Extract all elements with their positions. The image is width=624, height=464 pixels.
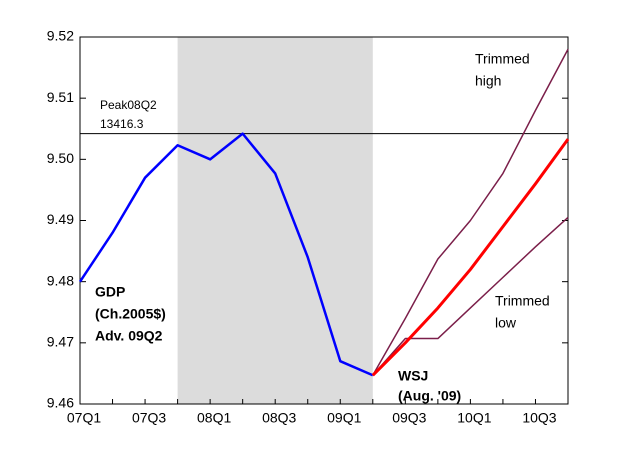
series-label: low xyxy=(495,315,517,331)
y-tick-label: 9.48 xyxy=(47,272,74,288)
series-line xyxy=(372,48,569,376)
x-tick-label: 10Q3 xyxy=(522,410,556,426)
x-tick-label: 08Q1 xyxy=(197,410,231,426)
x-tick-label: 07Q3 xyxy=(132,410,166,426)
y-tick-label: 9.49 xyxy=(47,211,74,227)
series-label: high xyxy=(475,73,501,89)
series-label: WSJ xyxy=(398,368,428,384)
y-tick-label: 9.51 xyxy=(47,89,74,105)
series-line xyxy=(78,132,374,377)
x-tick-label: 08Q3 xyxy=(262,410,296,426)
series-line xyxy=(372,216,569,376)
series-label: Trimmed xyxy=(495,293,550,309)
y-tick-label: 9.47 xyxy=(47,334,74,350)
x-tick-label: 07Q1 xyxy=(67,410,101,426)
series-line xyxy=(371,138,570,377)
recession-shade xyxy=(177,37,373,404)
y-tick-label: 9.50 xyxy=(47,150,74,166)
series-label: (Aug. '09) xyxy=(398,388,461,404)
y-tick-label: 9.46 xyxy=(47,395,74,411)
series-label: Adv. 09Q2 xyxy=(95,328,163,344)
x-tick-label: 09Q1 xyxy=(327,410,361,426)
peak-label: 13416.3 xyxy=(100,117,144,131)
peak-label: Peak08Q2 xyxy=(100,98,157,112)
x-tick-label: 10Q1 xyxy=(457,410,491,426)
series-label: (Ch.2005$) xyxy=(95,306,166,322)
series-label: GDP xyxy=(95,284,125,300)
series-label: Trimmed xyxy=(475,51,530,67)
x-tick-label: 09Q3 xyxy=(392,410,426,426)
y-tick-label: 9.52 xyxy=(47,28,74,44)
